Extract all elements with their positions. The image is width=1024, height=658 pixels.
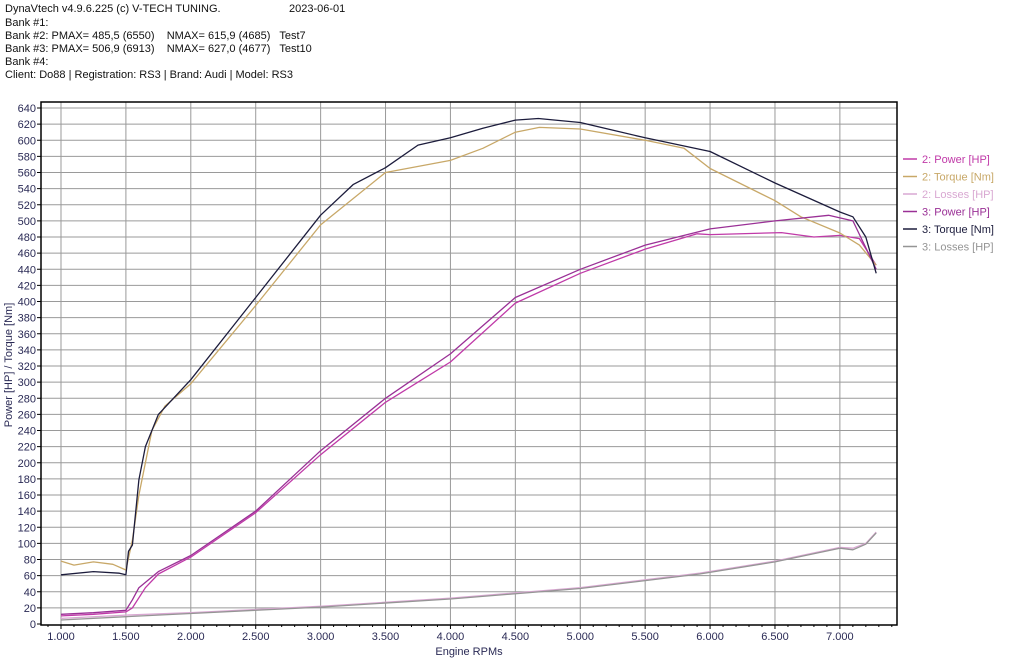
series-line-4 — [60, 117, 877, 576]
bank-2-info: Bank #2: PMAX= 485,5 (6550) NMAX= 615,9 … — [5, 30, 306, 42]
bank-1-info: Bank #1: — [5, 17, 49, 29]
x-tick-label: 5.000 — [566, 631, 594, 643]
x-tick-label: 4.000 — [437, 631, 465, 643]
x-tick-label: 6.000 — [696, 631, 724, 643]
legend-entry: 3: Power [HP] — [922, 207, 990, 219]
series-line-3 — [60, 214, 877, 615]
y-tick-label: 640 — [18, 103, 36, 115]
series-line-2 — [60, 531, 877, 620]
y-tick-label: 540 — [18, 184, 36, 196]
y-tick-label: 40 — [24, 587, 36, 599]
y-tick-label: 240 — [18, 426, 36, 438]
series-lines — [60, 117, 877, 621]
x-tick-label: 3.000 — [307, 631, 335, 643]
legend-entry: 3: Torque [Nm] — [922, 224, 994, 236]
y-axis-label: Power [HP] / Torque [Nm] — [3, 303, 15, 428]
x-tick-label: 5.500 — [631, 631, 659, 643]
y-tick-label: 300 — [18, 377, 36, 389]
y-tick-label: 520 — [18, 200, 36, 212]
y-tick-label: 260 — [18, 409, 36, 421]
y-tick-label: 140 — [18, 506, 36, 518]
y-tick-label: 80 — [24, 555, 36, 567]
x-tick-label: 1.500 — [112, 631, 140, 643]
series-line-5 — [60, 532, 877, 621]
y-tick-label: 420 — [18, 280, 36, 292]
y-tick-label: 180 — [18, 474, 36, 486]
report-date: 2023-06-01 — [289, 3, 346, 15]
bank-3-info: Bank #3: PMAX= 506,9 (6913) NMAX= 627,0 … — [5, 43, 312, 55]
legend-entry: 2: Losses [HP] — [922, 189, 994, 201]
x-tick-label: 2.500 — [242, 631, 270, 643]
x-tick-label: 1.000 — [47, 631, 75, 643]
y-tick-label: 320 — [18, 361, 36, 373]
y-tick-label: 220 — [18, 442, 36, 454]
y-tick-label: 340 — [18, 345, 36, 357]
y-tick-label: 400 — [18, 297, 36, 309]
legend-entry: 3: Losses [HP] — [922, 242, 994, 254]
y-tick-label: 560 — [18, 168, 36, 180]
axis-ticks: 0 20 40 60 80 100 120 140 160 180 200 220 240 260 280 3… — [18, 103, 893, 643]
y-tick-label: 20 — [24, 603, 36, 615]
grid — [41, 102, 897, 625]
x-tick-label: 3.500 — [372, 631, 400, 643]
y-tick-label: 600 — [18, 135, 36, 147]
y-tick-label: 580 — [18, 151, 36, 163]
series-line-1 — [60, 126, 877, 571]
y-tick-label: 100 — [18, 538, 36, 550]
client-info: Client: Do88 | Registration: RS3 | Brand… — [5, 69, 293, 81]
y-tick-label: 0 — [30, 619, 36, 631]
y-tick-label: 200 — [18, 458, 36, 470]
x-tick-label: 7.000 — [826, 631, 854, 643]
series-line-0 — [60, 231, 877, 617]
legend-entry: 2: Torque [Nm] — [922, 172, 994, 184]
y-tick-label: 160 — [18, 490, 36, 502]
x-tick-label: 4.500 — [502, 631, 530, 643]
y-tick-label: 500 — [18, 216, 36, 228]
app-title: DynaVtech v4.9.6.225 (c) V-TECH TUNING. — [5, 3, 221, 15]
legend-entry: 2: Power [HP] — [922, 154, 990, 166]
x-tick-label: 2.000 — [177, 631, 205, 643]
legend: 2: Power [HP] 2: Torque [Nm] 2: Losses [HP… — [903, 154, 994, 254]
y-tick-label: 460 — [18, 248, 36, 260]
y-tick-label: 440 — [18, 264, 36, 276]
y-tick-label: 60 — [24, 571, 36, 583]
y-tick-label: 620 — [18, 119, 36, 131]
x-axis-label: Engine RPMs — [435, 646, 503, 658]
y-tick-label: 380 — [18, 313, 36, 325]
plot-frame — [40, 101, 898, 626]
y-tick-label: 120 — [18, 522, 36, 534]
y-tick-label: 480 — [18, 232, 36, 244]
x-tick-label: 6.500 — [761, 631, 789, 643]
y-tick-label: 360 — [18, 329, 36, 341]
y-tick-label: 280 — [18, 393, 36, 405]
bank-4-info: Bank #4: — [5, 56, 49, 68]
